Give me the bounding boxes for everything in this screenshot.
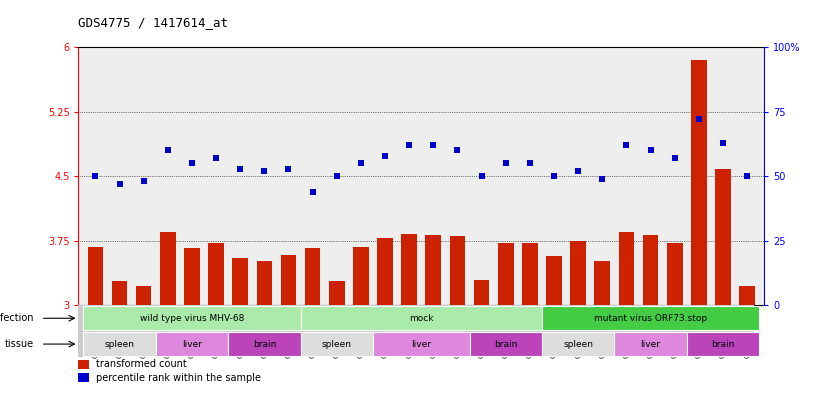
Text: GDS4775 / 1417614_at: GDS4775 / 1417614_at (78, 16, 229, 29)
Text: percentile rank within the sample: percentile rank within the sample (96, 373, 261, 383)
Bar (377, 238, 393, 305)
Bar (615, 332, 686, 356)
Bar (401, 234, 417, 305)
Point (258, 168, 271, 174)
Point (88, 173, 102, 179)
Bar (228, 332, 301, 356)
Bar (542, 307, 759, 330)
Bar (83, 307, 301, 330)
Bar (329, 281, 344, 305)
Point (378, 152, 392, 159)
Point (137, 178, 150, 185)
Bar (83, 332, 156, 356)
Bar (156, 332, 228, 356)
Bar (135, 286, 151, 305)
Bar (305, 248, 320, 305)
Bar (301, 332, 373, 356)
Bar (691, 60, 707, 305)
Point (282, 165, 295, 172)
Text: liver: liver (411, 340, 431, 349)
Text: mock: mock (409, 314, 434, 323)
Text: spleen: spleen (563, 340, 593, 349)
Bar (686, 332, 759, 356)
Text: spleen: spleen (322, 340, 352, 349)
Point (620, 142, 633, 149)
Text: liver: liver (641, 340, 661, 349)
Bar (232, 258, 248, 305)
Bar (522, 242, 538, 305)
Bar (739, 286, 755, 305)
Point (668, 155, 681, 161)
Text: wild type virus MHV-68: wild type virus MHV-68 (140, 314, 244, 323)
Bar (667, 242, 682, 305)
Point (210, 155, 223, 161)
Point (644, 147, 657, 154)
Bar (425, 235, 441, 305)
Point (354, 160, 368, 167)
Bar (373, 332, 469, 356)
Bar (595, 261, 610, 305)
Point (692, 116, 705, 123)
Bar (570, 241, 586, 305)
Point (475, 173, 488, 179)
Point (596, 176, 609, 182)
Point (161, 147, 174, 154)
Bar (301, 307, 542, 330)
Bar (542, 332, 615, 356)
Bar (469, 332, 542, 356)
Bar (78, 360, 89, 369)
Bar (449, 237, 465, 305)
Text: spleen: spleen (105, 340, 135, 349)
Point (499, 160, 512, 167)
Bar (546, 256, 562, 305)
Point (548, 173, 561, 179)
Bar (78, 373, 89, 382)
Point (572, 168, 585, 174)
Point (402, 142, 415, 149)
Bar (619, 232, 634, 305)
Point (524, 160, 537, 167)
Bar (281, 255, 297, 305)
Point (741, 173, 754, 179)
Bar (88, 247, 103, 305)
Text: tissue: tissue (5, 339, 34, 349)
Point (234, 165, 247, 172)
Point (185, 160, 198, 167)
Point (113, 181, 126, 187)
Text: mutant virus ORF73.stop: mutant virus ORF73.stop (594, 314, 707, 323)
Bar (208, 242, 224, 305)
Bar (498, 243, 514, 305)
Text: brain: brain (253, 340, 276, 349)
Point (716, 140, 729, 146)
Bar (715, 169, 731, 305)
Text: infection: infection (0, 313, 34, 323)
Point (330, 173, 344, 179)
Text: transformed count: transformed count (96, 359, 187, 369)
Bar (474, 279, 490, 305)
Point (306, 189, 319, 195)
Bar (257, 261, 273, 305)
Bar (643, 235, 658, 305)
Bar (112, 281, 127, 305)
Bar (353, 247, 368, 305)
Point (427, 142, 440, 149)
Bar (160, 232, 176, 305)
Text: brain: brain (711, 340, 734, 349)
Text: liver: liver (182, 340, 202, 349)
Bar (184, 248, 200, 305)
Point (451, 147, 464, 154)
Text: brain: brain (494, 340, 517, 349)
